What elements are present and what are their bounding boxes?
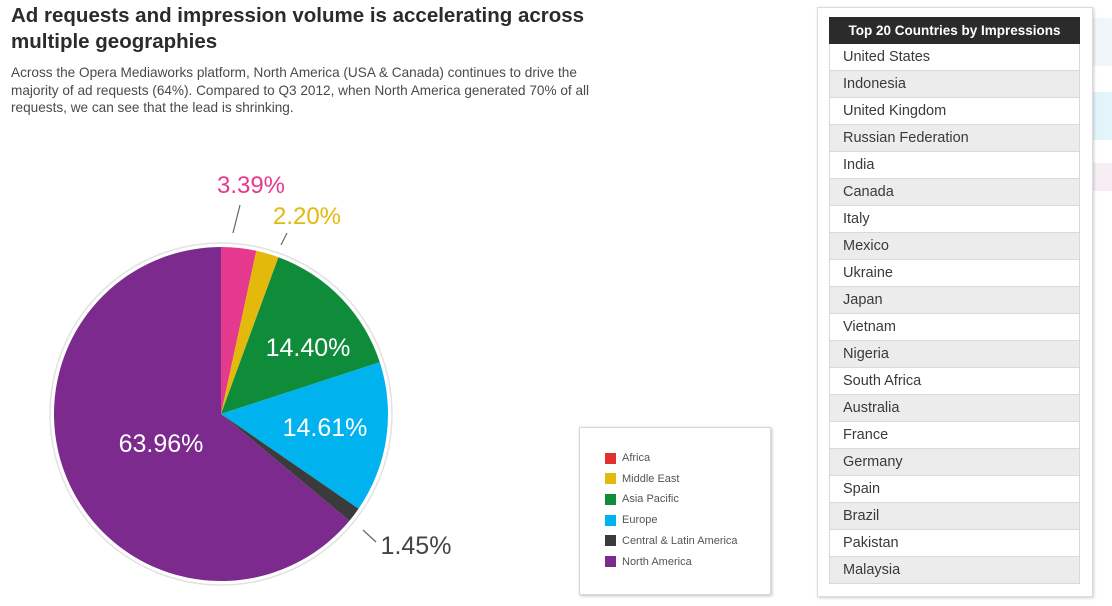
country-row: Italy <box>829 206 1080 233</box>
country-row: Ukraine <box>829 260 1080 287</box>
country-row: Japan <box>829 287 1080 314</box>
legend-item: Central & Latin America <box>605 533 738 549</box>
legend-swatch <box>605 535 616 547</box>
pie-leader-line <box>362 529 377 543</box>
pie-data-label: 3.39% <box>217 172 285 199</box>
country-row: Spain <box>829 476 1080 503</box>
legend-swatch <box>605 514 616 526</box>
country-row: Vietnam <box>829 314 1080 341</box>
pie-data-label: 1.45% <box>381 532 452 560</box>
legend-swatch <box>605 493 616 505</box>
legend-label: Asia Pacific <box>622 493 679 506</box>
legend-swatch <box>605 556 616 567</box>
pie-leader-line <box>280 232 288 246</box>
country-row: South Africa <box>829 368 1080 395</box>
pie-data-label: 14.61% <box>283 414 368 442</box>
top-countries-title: Top 20 Countries by Impressions <box>829 17 1080 44</box>
page-subtext: Across the Opera Mediaworks platform, No… <box>11 65 590 115</box>
page-headline: Ad requests and impression volume is acc… <box>11 4 585 53</box>
chart-legend: Africa Middle East Asia Pacific Europe Centr… <box>579 427 771 595</box>
pie-slice-africa <box>221 247 257 414</box>
pie-slice-central-latin-america <box>221 414 359 521</box>
country-row: Pakistan <box>829 530 1080 557</box>
country-row: Mexico <box>829 233 1080 260</box>
pie-slice-asia-pacific <box>221 257 380 414</box>
legend-item: Asia Pacific <box>605 491 679 507</box>
country-row: France <box>829 422 1080 449</box>
pie-chart: 3.39% 2.20% 14.40% 14.61% 1.45% 63.96% <box>49 172 452 586</box>
country-row: Australia <box>829 395 1080 422</box>
legend-label: Central & Latin America <box>622 534 738 547</box>
legend-label: Europe <box>622 514 658 527</box>
pie-data-label: 14.40% <box>266 334 351 362</box>
country-row: Germany <box>829 449 1080 476</box>
country-row: Nigeria <box>829 341 1080 368</box>
country-row: United States <box>829 44 1080 71</box>
legend-item: North America <box>605 554 692 570</box>
country-list: United States Indonesia United Kingdom Russ… <box>829 44 1080 584</box>
legend-label: North America <box>622 555 692 568</box>
pie-slice-middle-east <box>221 250 279 414</box>
country-row: Canada <box>829 179 1080 206</box>
pie-data-label: 63.96% <box>119 430 204 458</box>
pie-data-label: 2.20% <box>273 203 341 230</box>
legend-item: Middle East <box>605 471 679 487</box>
country-row: Indonesia <box>829 71 1080 98</box>
legend-item: Europe <box>605 512 657 528</box>
legend-item: Africa <box>605 450 650 466</box>
country-row: India <box>829 152 1080 179</box>
pie-leader-line <box>232 204 241 234</box>
legend-label: Middle East <box>622 472 680 485</box>
country-row: Brazil <box>829 503 1080 530</box>
top-countries-panel: Top 20 Countries by Impressions United S… <box>817 7 1093 597</box>
country-row: Russian Federation <box>829 125 1080 152</box>
pie-slice-europe <box>221 362 388 509</box>
legend-label: Africa <box>622 452 651 464</box>
country-row: United Kingdom <box>829 98 1080 125</box>
legend-swatch <box>605 452 616 464</box>
pie-slice-north-america <box>54 247 350 581</box>
country-row: Malaysia <box>829 557 1080 584</box>
legend-swatch <box>605 473 616 485</box>
